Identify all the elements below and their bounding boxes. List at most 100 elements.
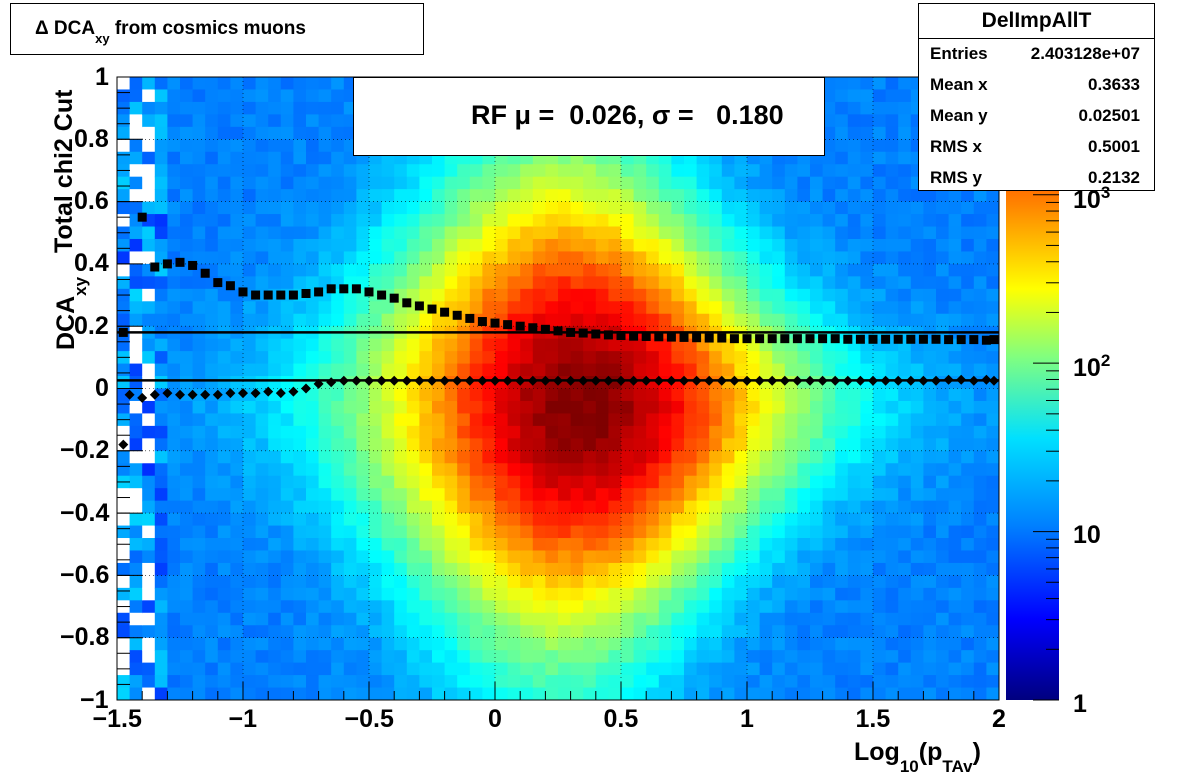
heatmap-cell <box>583 562 597 576</box>
heatmap-cell <box>873 625 887 639</box>
heatmap-cell <box>142 176 156 190</box>
heatmap-cell <box>356 313 370 327</box>
heatmap-cell <box>331 425 345 439</box>
heatmap-cell <box>709 189 723 203</box>
heatmap-cell <box>709 475 723 489</box>
heatmap-cell <box>734 450 748 464</box>
heatmap-cell <box>696 164 710 178</box>
heatmap-cell <box>885 363 899 377</box>
heatmap-cell <box>419 575 433 589</box>
heatmap-cell <box>343 675 357 689</box>
heatmap-cell <box>646 226 660 240</box>
heatmap-cell <box>457 625 471 639</box>
heatmap-cell <box>343 164 357 178</box>
heatmap-cell <box>532 500 546 514</box>
heatmap-cell <box>129 513 143 527</box>
heatmap-cell <box>936 351 950 365</box>
heatmap-cell <box>734 301 748 315</box>
heatmap-cell <box>608 226 622 240</box>
data-point-diamond <box>767 375 778 386</box>
heatmap-cell <box>306 562 320 576</box>
heatmap-cell <box>154 288 168 302</box>
heatmap-cell <box>684 538 698 552</box>
heatmap-cell <box>469 164 483 178</box>
heatmap-cell <box>356 413 370 427</box>
heatmap-cell <box>343 400 357 415</box>
heatmap-cell <box>570 425 584 439</box>
heatmap-cell <box>268 101 282 115</box>
heatmap-cell <box>923 450 937 464</box>
heatmap-cell <box>696 600 710 614</box>
heatmap-cell <box>268 413 282 427</box>
heatmap-cell <box>205 214 219 228</box>
heatmap-cell <box>457 500 471 514</box>
heatmap-cell <box>759 351 773 365</box>
heatmap-cell <box>268 637 282 651</box>
heatmap-cell <box>847 151 861 165</box>
heatmap-cell <box>747 463 761 477</box>
heatmap-cell <box>343 562 357 576</box>
heatmap-cell <box>973 288 987 302</box>
heatmap-cell <box>167 612 181 626</box>
heatmap-cell <box>205 612 219 626</box>
heatmap-cell <box>545 251 559 265</box>
heatmap-cell <box>633 550 647 564</box>
heatmap-cell <box>835 164 849 178</box>
heatmap-cell <box>255 637 269 651</box>
heatmap-cell <box>457 562 471 576</box>
heatmap-cell <box>255 151 269 165</box>
heatmap-cell <box>180 662 194 676</box>
heatmap-cell <box>167 338 181 352</box>
heatmap-cell <box>507 525 521 539</box>
heatmap-cell <box>268 500 282 514</box>
heatmap-cell <box>532 575 546 589</box>
heatmap-cell <box>835 450 849 464</box>
heatmap-cell <box>369 637 383 651</box>
heatmap-cell <box>797 413 811 427</box>
data-point-square <box>981 335 991 345</box>
heatmap-cell <box>230 612 244 626</box>
heatmap-cell <box>747 650 761 664</box>
heatmap-cell <box>595 687 609 700</box>
heatmap-cell <box>369 675 383 689</box>
heatmap-cell <box>180 89 194 103</box>
heatmap-cell <box>734 238 748 253</box>
heatmap-cell <box>205 625 219 639</box>
heatmap-cell <box>671 438 685 452</box>
heatmap-cell <box>973 675 987 689</box>
heatmap-cell <box>721 450 735 464</box>
heatmap-cell <box>961 650 975 664</box>
heatmap-cell <box>369 226 383 240</box>
heatmap-cell <box>797 313 811 327</box>
heatmap-cell <box>973 488 987 502</box>
heatmap-cell <box>835 114 849 128</box>
heatmap-cell <box>822 463 836 477</box>
heatmap-cell <box>444 214 458 228</box>
heatmap-cell <box>570 214 584 228</box>
heatmap-cell <box>709 525 723 539</box>
heatmap-cell <box>192 500 206 514</box>
heatmap-cell <box>318 101 332 115</box>
heatmap-cell <box>129 550 143 564</box>
heatmap-cell <box>721 226 735 240</box>
heatmap-cell <box>696 201 710 215</box>
heatmap-cell <box>318 637 332 651</box>
heatmap-cell <box>734 500 748 514</box>
heatmap-cell <box>936 450 950 464</box>
heatmap-cell <box>356 176 370 190</box>
heatmap-cell <box>734 226 748 240</box>
heatmap-cell <box>482 301 496 315</box>
heatmap-cell <box>205 238 219 253</box>
heatmap-cell <box>180 164 194 178</box>
heatmap-cell <box>885 301 899 315</box>
heatmap-cell <box>217 650 231 664</box>
heatmap-cell <box>973 351 987 365</box>
heatmap-cell <box>558 214 572 228</box>
heatmap-cell <box>885 463 899 477</box>
heatmap-cell <box>268 164 282 178</box>
heatmap-cell <box>217 587 231 601</box>
heatmap-cell <box>356 650 370 664</box>
heatmap-cell <box>558 463 572 477</box>
heatmap-cell <box>898 151 912 165</box>
heatmap-cell <box>621 650 635 664</box>
